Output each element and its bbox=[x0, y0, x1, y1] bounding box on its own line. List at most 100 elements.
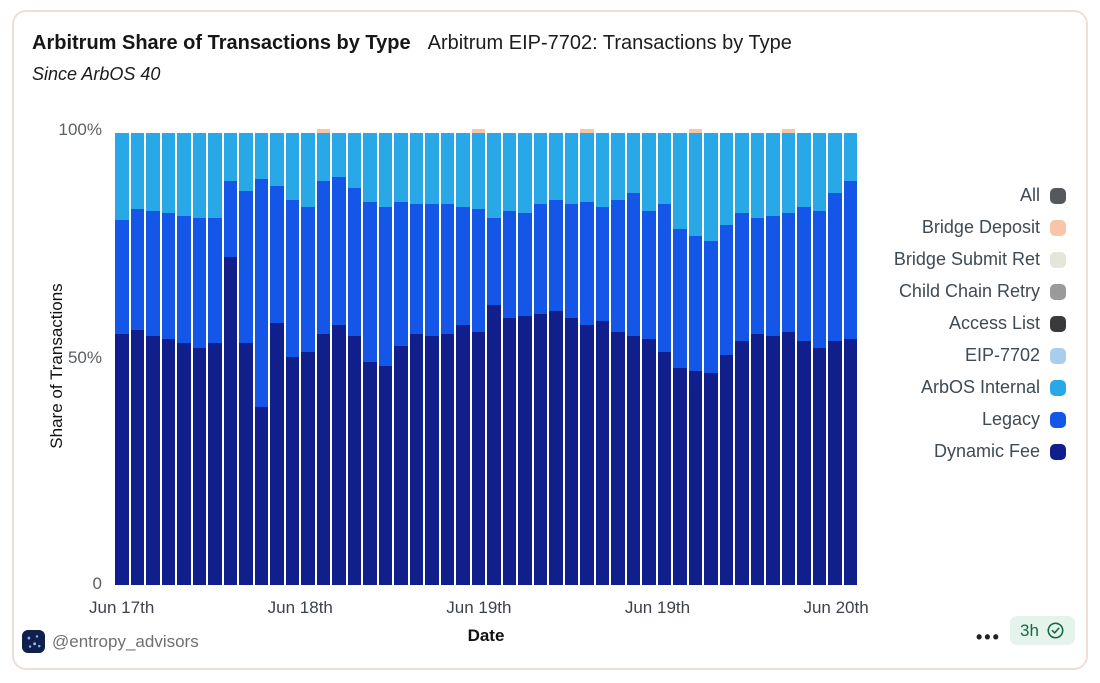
bar[interactable] bbox=[425, 129, 439, 585]
bar[interactable] bbox=[223, 129, 237, 585]
bar-segment-arbos-internal bbox=[502, 132, 516, 212]
bar-segment-dynamic-fee bbox=[440, 334, 454, 585]
bar[interactable] bbox=[316, 129, 330, 585]
bar[interactable] bbox=[828, 129, 842, 585]
bar[interactable] bbox=[673, 129, 687, 585]
bar[interactable] bbox=[750, 129, 764, 585]
bar[interactable] bbox=[688, 129, 702, 585]
bar[interactable] bbox=[735, 129, 749, 585]
legend-label: All bbox=[1019, 185, 1040, 205]
bar[interactable] bbox=[657, 129, 671, 585]
legend-item-child-chain-retry[interactable]: Child Chain Retry bbox=[899, 281, 1066, 302]
bar[interactable] bbox=[642, 129, 656, 585]
bar-segment-arbos-internal bbox=[347, 132, 361, 189]
bar[interactable] bbox=[471, 129, 485, 585]
bar[interactable] bbox=[301, 129, 315, 585]
bar[interactable] bbox=[766, 129, 780, 585]
bar-segment-dynamic-fee bbox=[192, 347, 206, 585]
bar[interactable] bbox=[626, 129, 640, 585]
bar[interactable] bbox=[456, 129, 470, 585]
bar[interactable] bbox=[239, 129, 253, 585]
bar-segment-legacy bbox=[735, 213, 749, 342]
bar[interactable] bbox=[564, 129, 578, 585]
legend-item-dynamic-fee[interactable]: Dynamic Fee bbox=[934, 441, 1066, 462]
bar[interactable] bbox=[812, 129, 826, 585]
bar[interactable] bbox=[719, 129, 733, 585]
bar[interactable] bbox=[332, 129, 346, 585]
bar-segment-arbos-internal bbox=[580, 132, 594, 202]
bar[interactable] bbox=[347, 129, 361, 585]
bar[interactable] bbox=[595, 129, 609, 585]
bar-segment-arbos-internal bbox=[549, 132, 563, 200]
bar-segment-dynamic-fee bbox=[223, 256, 237, 585]
bar[interactable] bbox=[177, 129, 191, 585]
bar[interactable] bbox=[533, 129, 547, 585]
bar-segment-legacy bbox=[828, 192, 842, 342]
bar[interactable] bbox=[704, 129, 718, 585]
legend-swatch bbox=[1050, 315, 1066, 332]
bar[interactable] bbox=[115, 129, 129, 585]
bar-segment-arbos-internal bbox=[471, 132, 485, 209]
bar-segment-dynamic-fee bbox=[719, 354, 733, 585]
title-row: Arbitrum Share of Transactions by Type Ar… bbox=[32, 32, 792, 55]
bar[interactable] bbox=[843, 129, 857, 585]
bar-segment-legacy bbox=[270, 186, 284, 323]
legend-item-all[interactable]: All bbox=[1020, 185, 1066, 206]
bar[interactable] bbox=[518, 129, 532, 585]
bar-segment-arbos-internal bbox=[130, 132, 144, 209]
bar[interactable] bbox=[208, 129, 222, 585]
bar[interactable] bbox=[254, 129, 268, 585]
bar[interactable] bbox=[502, 129, 516, 585]
bar[interactable] bbox=[285, 129, 299, 585]
bar-segment-arbos-internal bbox=[301, 132, 315, 207]
bar-segment-dynamic-fee bbox=[409, 334, 423, 585]
bar[interactable] bbox=[487, 129, 501, 585]
legend-label: Legacy bbox=[981, 409, 1040, 429]
bar[interactable] bbox=[270, 129, 284, 585]
bar-segment-dynamic-fee bbox=[130, 329, 144, 585]
bar-segment-legacy bbox=[781, 213, 795, 332]
legend-item-arbos-internal[interactable]: ArbOS Internal bbox=[921, 377, 1066, 398]
bar-segment-arbos-internal bbox=[208, 132, 222, 218]
bar-segment-arbos-internal bbox=[781, 132, 795, 214]
bar-segment-dynamic-fee bbox=[533, 313, 547, 585]
bar-segment-arbos-internal bbox=[487, 132, 501, 218]
bar[interactable] bbox=[378, 129, 392, 585]
bar-segment-dynamic-fee bbox=[270, 322, 284, 585]
bar[interactable] bbox=[549, 129, 563, 585]
bar[interactable] bbox=[363, 129, 377, 585]
timestamp-badge[interactable]: 3h bbox=[1010, 616, 1075, 645]
bar[interactable] bbox=[146, 129, 160, 585]
bar-segment-dynamic-fee bbox=[595, 320, 609, 585]
legend-item-access-list[interactable]: Access List bbox=[949, 313, 1066, 334]
bar[interactable] bbox=[394, 129, 408, 585]
x-tick-label: Jun 17th bbox=[89, 598, 155, 617]
more-options-button[interactable]: ••• bbox=[976, 627, 1001, 647]
bar[interactable] bbox=[611, 129, 625, 585]
legend-item-eip-7702[interactable]: EIP-7702 bbox=[965, 345, 1066, 366]
bar[interactable] bbox=[192, 129, 206, 585]
y-tick-50: 50% bbox=[67, 348, 102, 367]
bar-segment-dynamic-fee bbox=[487, 304, 501, 585]
bar[interactable] bbox=[409, 129, 423, 585]
bar[interactable] bbox=[161, 129, 175, 585]
bar-segment-dynamic-fee bbox=[347, 336, 361, 585]
timestamp-text: 3h bbox=[1020, 620, 1039, 640]
bar[interactable] bbox=[781, 129, 795, 585]
bar-segment-arbos-internal bbox=[285, 132, 299, 200]
bar-segment-arbos-internal bbox=[688, 132, 702, 237]
legend-swatch bbox=[1050, 411, 1066, 428]
bar[interactable] bbox=[130, 129, 144, 585]
bar-segment-arbos-internal bbox=[456, 132, 470, 207]
legend-item-bridge-submit-ret[interactable]: Bridge Submit Ret bbox=[894, 249, 1066, 270]
bar-segment-dynamic-fee bbox=[766, 336, 780, 585]
legend-item-bridge-deposit[interactable]: Bridge Deposit bbox=[922, 217, 1066, 238]
bar-segment-legacy bbox=[812, 211, 826, 348]
legend-item-legacy[interactable]: Legacy bbox=[982, 409, 1066, 430]
bar[interactable] bbox=[797, 129, 811, 585]
bar-segment-arbos-internal bbox=[812, 132, 826, 212]
bar[interactable] bbox=[440, 129, 454, 585]
bar-segment-dynamic-fee bbox=[146, 336, 160, 585]
bar[interactable] bbox=[580, 129, 594, 585]
bar-segment-arbos-internal bbox=[192, 132, 206, 218]
